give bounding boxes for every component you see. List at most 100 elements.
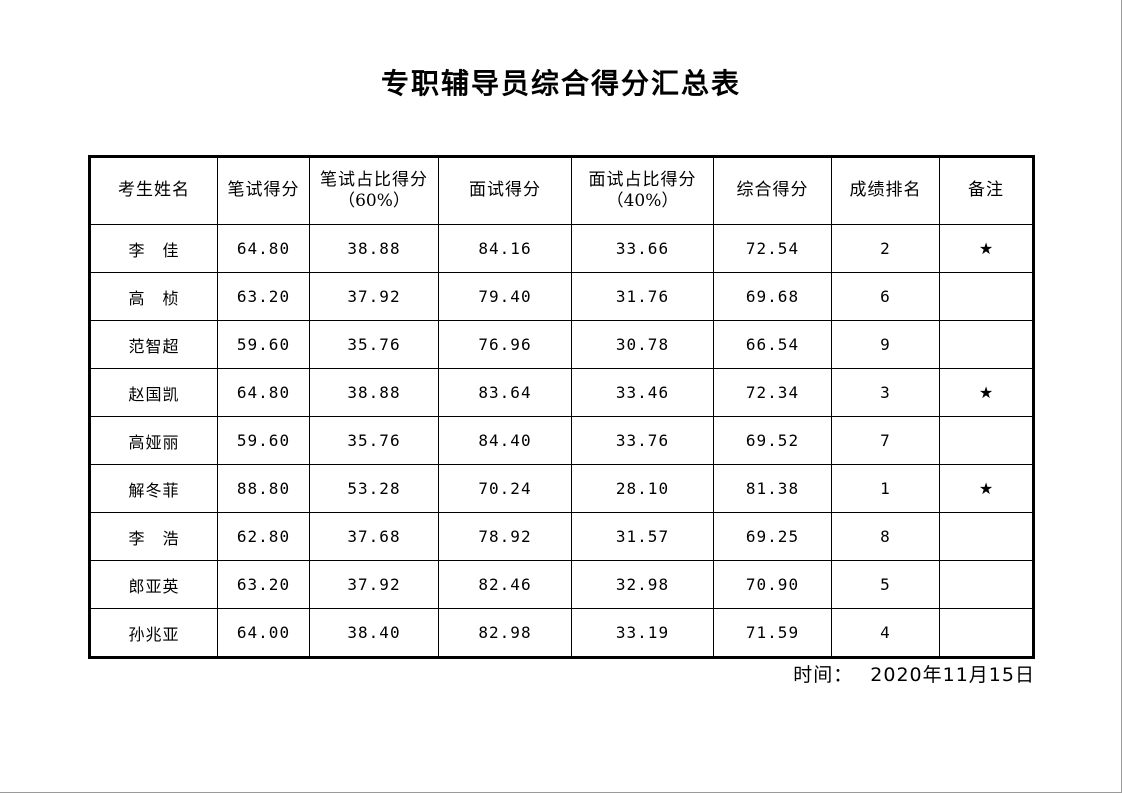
cell-remark-star-icon: ★	[939, 224, 1034, 273]
table-row: 解冬菲 88.80 53.28 70.24 28.10 81.38 1 ★	[89, 464, 1034, 513]
table-row: 高娅丽 59.60 35.76 84.40 33.76 69.52 7	[89, 416, 1034, 465]
score-table: 考生姓名 笔试得分 笔试占比得分 （60%） 面试得分 面试占比得分 （40%）	[88, 155, 1035, 659]
cell-interview-score: 76.96	[438, 320, 572, 369]
footer-date-value: 2020年11月15日	[870, 664, 1035, 686]
cell-remark-star-icon: ★	[939, 368, 1034, 417]
cell-rank: 1	[831, 464, 940, 513]
table-row: 范智超 59.60 35.76 76.96 30.78 66.54 9	[89, 320, 1034, 369]
cell-interview-score: 84.16	[438, 224, 572, 273]
cell-remark	[939, 416, 1034, 465]
cell-interview-score: 79.40	[438, 272, 572, 321]
cell-written-score: 59.60	[217, 320, 310, 369]
cell-interview-score: 82.46	[438, 560, 572, 609]
cell-total-score: 69.68	[713, 272, 832, 321]
cell-written-score: 64.80	[217, 368, 310, 417]
column-header-total-score: 综合得分	[713, 156, 832, 225]
cell-rank: 7	[831, 416, 940, 465]
cell-name: 赵国凯	[89, 368, 218, 417]
cell-interview-score: 82.98	[438, 608, 572, 658]
column-header-interview-score-line1: 面试得分	[469, 180, 541, 201]
cell-interview-weighted: 30.78	[571, 320, 714, 369]
column-header-rank: 成绩排名	[831, 156, 940, 225]
cell-total-score: 70.90	[713, 560, 832, 609]
cell-written-weighted: 53.28	[309, 464, 439, 513]
column-header-rank-line1: 成绩排名	[849, 180, 922, 201]
column-header-total-score-line1: 综合得分	[736, 180, 809, 201]
column-header-written-weighted-line1: 笔试占比得分	[320, 169, 428, 190]
cell-name: 范智超	[89, 320, 218, 369]
cell-name: 郎亚英	[89, 560, 218, 609]
cell-rank: 2	[831, 224, 940, 273]
column-header-remark-line1: 备注	[968, 180, 1004, 201]
cell-written-weighted: 37.92	[309, 560, 439, 609]
cell-written-score: 64.00	[217, 608, 310, 658]
cell-interview-score: 70.24	[438, 464, 572, 513]
footer-date: 时间： 2020年11月15日	[0, 660, 1035, 687]
column-header-name-line1: 考生姓名	[118, 180, 190, 201]
column-header-interview-weighted: 面试占比得分 （40%）	[571, 156, 714, 225]
cell-interview-score: 78.92	[438, 512, 572, 561]
cell-rank: 8	[831, 512, 940, 561]
cell-name: 解冬菲	[89, 464, 218, 513]
cell-interview-weighted: 32.98	[571, 560, 714, 609]
cell-total-score: 69.25	[713, 512, 832, 561]
cell-rank: 4	[831, 608, 940, 658]
cell-name: 李 浩	[89, 512, 218, 561]
cell-rank: 6	[831, 272, 940, 321]
cell-written-weighted: 38.88	[309, 368, 439, 417]
cell-rank: 5	[831, 560, 940, 609]
column-header-interview-weighted-line2: （40%）	[606, 191, 679, 211]
cell-written-score: 63.20	[217, 560, 310, 609]
cell-interview-weighted: 33.66	[571, 224, 714, 273]
cell-interview-weighted: 33.76	[571, 416, 714, 465]
table-header-row: 考生姓名 笔试得分 笔试占比得分 （60%） 面试得分 面试占比得分 （40%）	[89, 156, 1034, 225]
cell-remark	[939, 560, 1034, 609]
page-title: 专职辅导员综合得分汇总表	[380, 67, 741, 100]
cell-written-score: 59.60	[217, 416, 310, 465]
column-header-interview-weighted-line1: 面试占比得分	[588, 169, 697, 190]
table-header: 考生姓名 笔试得分 笔试占比得分 （60%） 面试得分 面试占比得分 （40%）	[89, 156, 1034, 225]
cell-written-weighted: 38.88	[309, 224, 439, 273]
cell-name: 孙兆亚	[89, 608, 218, 658]
table-row: 赵国凯 64.80 38.88 83.64 33.46 72.34 3 ★	[89, 368, 1034, 417]
table-row: 郎亚英 63.20 37.92 82.46 32.98 70.90 5	[89, 560, 1034, 609]
cell-interview-weighted: 33.46	[571, 368, 714, 417]
column-header-remark: 备注	[939, 156, 1034, 225]
cell-interview-weighted: 31.57	[571, 512, 714, 561]
column-header-name: 考生姓名	[89, 156, 218, 225]
cell-remark-star-icon: ★	[939, 464, 1034, 513]
footer-date-label: 时间：	[793, 664, 854, 686]
cell-interview-weighted: 28.10	[571, 464, 714, 513]
cell-written-weighted: 35.76	[309, 416, 439, 465]
cell-total-score: 72.34	[713, 368, 832, 417]
cell-total-score: 81.38	[713, 464, 832, 513]
column-header-written-weighted-line2: （60%）	[338, 191, 410, 211]
cell-rank: 3	[831, 368, 940, 417]
cell-remark	[939, 272, 1034, 321]
cell-remark	[939, 320, 1034, 369]
cell-remark	[939, 512, 1034, 561]
cell-total-score: 72.54	[713, 224, 832, 273]
table-body: 李 佳 64.80 38.88 84.16 33.66 72.54 2 ★ 高 …	[89, 224, 1034, 658]
score-table-container: 考生姓名 笔试得分 笔试占比得分 （60%） 面试得分 面试占比得分 （40%）	[88, 155, 1035, 659]
cell-interview-weighted: 33.19	[571, 608, 714, 658]
table-row: 李 浩 62.80 37.68 78.92 31.57 69.25 8	[89, 512, 1034, 561]
cell-interview-score: 83.64	[438, 368, 572, 417]
cell-total-score: 69.52	[713, 416, 832, 465]
column-header-interview-score: 面试得分	[438, 156, 572, 225]
cell-rank: 9	[831, 320, 940, 369]
cell-remark	[939, 608, 1034, 658]
cell-total-score: 66.54	[713, 320, 832, 369]
table-row: 李 佳 64.80 38.88 84.16 33.66 72.54 2 ★	[89, 224, 1034, 273]
cell-interview-score: 84.40	[438, 416, 572, 465]
cell-name: 高娅丽	[89, 416, 218, 465]
cell-written-score: 63.20	[217, 272, 310, 321]
cell-total-score: 71.59	[713, 608, 832, 658]
table-row: 高 桢 63.20 37.92 79.40 31.76 69.68 6	[89, 272, 1034, 321]
cell-written-weighted: 35.76	[309, 320, 439, 369]
cell-written-weighted: 37.68	[309, 512, 439, 561]
cell-name: 李 佳	[89, 224, 218, 273]
column-header-written-weighted: 笔试占比得分 （60%）	[309, 156, 439, 225]
column-header-written-score: 笔试得分	[217, 156, 310, 225]
cell-interview-weighted: 31.76	[571, 272, 714, 321]
